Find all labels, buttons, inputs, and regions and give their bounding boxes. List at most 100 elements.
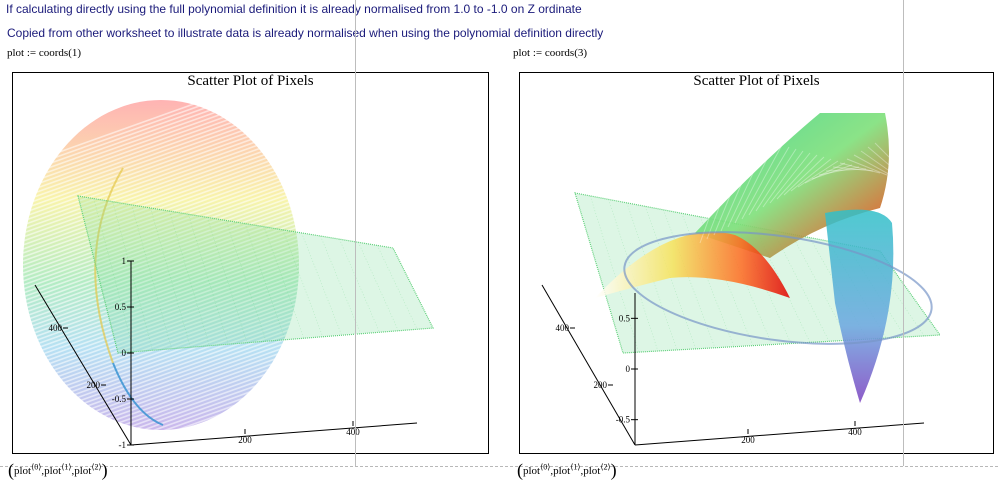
disk-texture [22, 272, 304, 374]
disk-texture [22, 244, 304, 346]
disk-rim-blue [112, 362, 164, 426]
plane-hatch [150, 207, 191, 348]
expression-left[interactable]: plot := coords(1) [7, 47, 82, 59]
disk-texture [22, 96, 304, 198]
footer-name-1: plot [553, 465, 571, 477]
plane-hatch [791, 234, 849, 341]
saddle-texture [818, 166, 860, 176]
footer-close-paren: ) [101, 460, 108, 480]
disk-texture [22, 276, 304, 378]
expression-right[interactable]: plot := coords(3) [513, 47, 588, 59]
x-tick-label: 400 [848, 427, 862, 437]
plane-hatch [282, 229, 324, 337]
saddle-right-lobe [825, 209, 894, 403]
disk-texture [22, 232, 304, 334]
disk-texture [22, 80, 304, 182]
saddle-texture [839, 162, 881, 174]
disk-texture [22, 88, 304, 190]
disk-texture [22, 108, 304, 210]
disk-texture [22, 176, 304, 278]
z-tick-label: -0.5 [616, 415, 631, 425]
footer-expression-left[interactable]: (plot⟨0⟩,plot⟨1⟩,plot⟨2⟩) [8, 460, 108, 481]
plot-right-scene: 0.5 0 -0.5 200 400 200 400 [541, 113, 942, 446]
plane-hatch [320, 235, 361, 334]
saddle-texture [706, 134, 748, 240]
disk-texture [22, 73, 304, 174]
disk-texture [22, 112, 304, 214]
disk-texture [22, 320, 304, 422]
disk-texture [22, 132, 304, 234]
y-axis [34, 284, 132, 446]
plane-hatch [244, 223, 286, 340]
z-tick-label: 0 [626, 364, 631, 374]
footer-name-2: plot [74, 465, 92, 477]
disk-texture [22, 140, 304, 242]
x-axis [130, 422, 418, 446]
plot-left[interactable]: 1 0.5 0 -0.5 -1 200 400 200 400 Scatter Plot of … [12, 72, 489, 454]
disk-texture [22, 73, 295, 170]
plane-hatch [589, 195, 640, 353]
disk-texture [22, 316, 304, 418]
z-tick-label: 0 [122, 348, 127, 358]
cursor-guide-right [903, 0, 904, 466]
y-tick-label: 200 [594, 380, 608, 390]
disk-texture [22, 160, 304, 262]
footer-expression-right[interactable]: (plot⟨0⟩,plot⟨1⟩,plot⟨2⟩) [517, 460, 617, 481]
saddle-texture [748, 146, 790, 216]
disk-texture [22, 236, 304, 338]
disk-texture [22, 288, 304, 390]
disk-texture [22, 304, 304, 406]
z-tick-label: -1 [119, 440, 127, 450]
footer-sup-0: ⟨0⟩ [31, 462, 42, 472]
saddle-texture [776, 154, 818, 200]
disk-texture [22, 300, 304, 402]
disk-texture [22, 156, 304, 258]
disk-texture [22, 100, 304, 202]
saddle-texture [811, 164, 853, 180]
disk-texture [22, 92, 304, 194]
disk-texture [22, 144, 304, 246]
saddle-texture [825, 168, 867, 172]
saddle-texture [783, 156, 825, 196]
footer-open-paren: ( [8, 460, 14, 480]
saddle-texture [790, 158, 832, 192]
disk-texture [22, 348, 304, 450]
z-tick-label: 0.5 [115, 302, 127, 312]
disk-texture [110, 384, 304, 453]
z-tick-label: 1 [122, 256, 127, 266]
disk-texture [22, 328, 304, 430]
plane-hatch [358, 242, 399, 331]
disk-texture [22, 340, 304, 442]
disk-texture [22, 332, 304, 434]
disk-texture [22, 200, 304, 302]
disk-texture [76, 372, 304, 453]
saddle-texture [699, 132, 741, 244]
note-line-1: If calculating directly using the full p… [6, 2, 582, 16]
plane-hatch [339, 239, 380, 333]
note-line-2: Copied from other worksheet to illustrat… [7, 26, 604, 40]
saddle-texture [874, 142, 916, 184]
disk-texture [22, 352, 304, 453]
disk-texture [22, 148, 304, 250]
disk-texture [22, 296, 304, 398]
disk-rim-yellow [94, 167, 124, 364]
disk-texture [22, 124, 304, 226]
disk-texture [43, 360, 304, 453]
disk-texture [22, 344, 304, 446]
disk-texture [22, 168, 304, 270]
disk-texture [22, 268, 304, 370]
zero-plane [77, 195, 434, 354]
saddle-texture [804, 162, 846, 184]
saddle-texture [797, 160, 839, 188]
saddle-back-sheet [695, 113, 889, 258]
saddle-texture [741, 144, 783, 220]
disk-texture [22, 212, 304, 314]
saddle-texture [867, 146, 909, 182]
z-tick-label: -0.5 [112, 394, 127, 404]
disk-texture [22, 224, 304, 326]
x-tick-label: 200 [238, 435, 252, 445]
y-tick-label: 200 [87, 380, 101, 390]
plot-right[interactable]: 0.5 0 -0.5 200 400 200 400 Scatter Plot of Pix… [519, 72, 994, 454]
disk-texture [22, 84, 304, 186]
plane-hatch [608, 199, 659, 352]
